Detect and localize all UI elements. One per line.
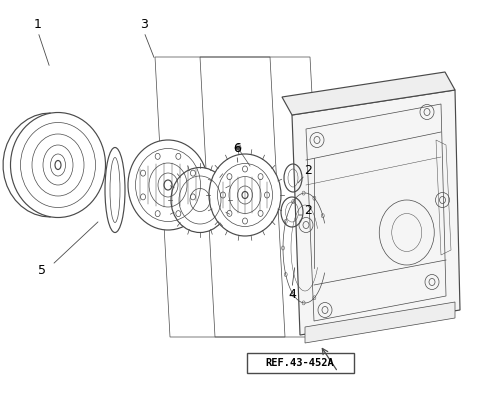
Text: 6: 6 [233,141,241,154]
Ellipse shape [11,112,106,218]
Text: 2: 2 [304,164,312,177]
Circle shape [236,146,240,150]
FancyBboxPatch shape [247,353,354,373]
Ellipse shape [209,154,281,236]
Polygon shape [282,72,455,115]
Text: 1: 1 [34,19,42,31]
Polygon shape [292,90,460,335]
Text: 5: 5 [38,264,46,276]
Text: 4: 4 [288,289,296,301]
Ellipse shape [171,168,229,233]
Text: 3: 3 [140,19,148,31]
Text: REF.43-452A: REF.43-452A [265,358,335,368]
Ellipse shape [128,140,208,230]
Text: 2: 2 [304,204,312,216]
Polygon shape [305,302,455,343]
